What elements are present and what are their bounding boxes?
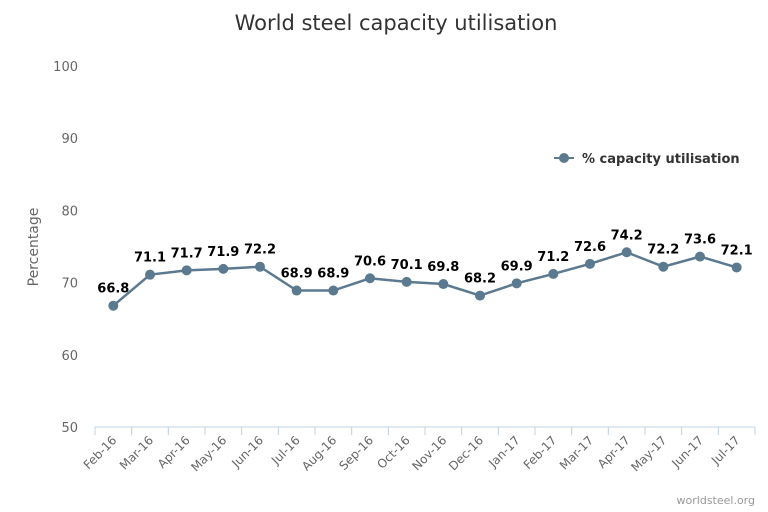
data-label: 72.1: [721, 243, 753, 258]
y-tick-label: 90: [61, 132, 78, 147]
x-tick-label: Feb-17: [521, 433, 560, 472]
y-tick-label: 100: [53, 60, 78, 75]
x-tick-label: Aug-16: [299, 433, 339, 473]
data-label: 74.2: [611, 228, 643, 243]
data-label: 71.7: [171, 246, 203, 261]
data-point[interactable]: [328, 285, 339, 296]
x-tick-label: Mar-17: [557, 433, 596, 472]
series-group: 66.8 71.1 71.7 71.9 72.2 68.9 68.9 70.6 70.1 69.8…: [97, 228, 753, 311]
x-tick-label: May-16: [188, 433, 229, 474]
data-label: 72.6: [574, 240, 606, 255]
data-point[interactable]: [108, 300, 119, 311]
data-point[interactable]: [291, 285, 302, 296]
data-label: 69.9: [501, 259, 533, 274]
x-tick-label: Jul-16: [268, 433, 303, 468]
x-tick-label: Jun-17: [668, 433, 706, 471]
credit-text[interactable]: worldsteel.org: [677, 494, 755, 507]
y-tick-label: 50: [61, 421, 78, 436]
data-label: 69.8: [427, 260, 459, 275]
data-point[interactable]: [548, 268, 559, 279]
data-label: 68.9: [281, 267, 313, 282]
data-point[interactable]: [695, 251, 705, 262]
data-point[interactable]: [475, 290, 485, 301]
chart-title: World steel capacity utilisation: [235, 11, 558, 35]
data-point[interactable]: [255, 261, 265, 272]
x-tick-label: Dec-16: [446, 433, 486, 473]
data-label: 71.2: [537, 250, 569, 265]
data-point[interactable]: [585, 258, 595, 269]
data-point[interactable]: [731, 262, 742, 273]
data-label: 66.8: [97, 282, 129, 297]
legend[interactable]: % capacity utilisation: [554, 152, 740, 167]
data-label: 72.2: [244, 243, 276, 258]
legend-point-marker: [559, 153, 569, 163]
data-point[interactable]: [511, 278, 522, 289]
data-point[interactable]: [658, 261, 669, 272]
y-tick-label: 80: [61, 204, 78, 219]
data-point[interactable]: [438, 279, 449, 290]
x-tick-label: Apr-16: [155, 433, 193, 471]
data-label: 68.9: [317, 267, 349, 282]
x-tick-label: May-17: [628, 433, 669, 474]
data-label: 71.9: [207, 245, 239, 260]
y-tick-label: 70: [61, 277, 78, 292]
x-tick-label: Mar-16: [117, 433, 156, 472]
x-tick-label: Sep-16: [336, 433, 376, 473]
data-point[interactable]: [365, 273, 375, 284]
y-axis: 50 60 70 80 90 100: [53, 60, 78, 436]
x-tick-label: Apr-17: [595, 433, 633, 471]
data-point[interactable]: [218, 263, 229, 274]
series-line: [112, 250, 738, 307]
y-tick-label: 60: [61, 349, 78, 364]
x-tick-label: Jan-17: [485, 433, 523, 471]
data-label: 70.1: [391, 258, 423, 273]
data-point[interactable]: [145, 269, 155, 280]
x-tick-label: Oct-16: [374, 433, 412, 471]
data-label: 71.1: [134, 251, 166, 266]
data-label: 68.2: [464, 272, 496, 287]
data-point[interactable]: [401, 276, 412, 287]
x-tick-label: Nov-16: [409, 433, 449, 473]
y-axis-label: Percentage: [26, 208, 42, 287]
data-point[interactable]: [181, 265, 192, 276]
data-label: 73.6: [684, 233, 716, 248]
data-label: 70.6: [354, 254, 386, 269]
x-tick-label: Jul-17: [708, 433, 743, 468]
x-tick-label: Feb-16: [81, 433, 120, 472]
data-label: 72.2: [647, 243, 679, 258]
legend-label: % capacity utilisation: [582, 152, 740, 167]
x-tick-label: Jun-16: [228, 433, 266, 471]
data-point[interactable]: [621, 247, 632, 258]
